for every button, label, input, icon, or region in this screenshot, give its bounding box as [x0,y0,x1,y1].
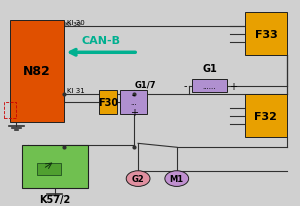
FancyBboxPatch shape [192,79,227,93]
Text: G2: G2 [132,174,145,183]
Text: G1/7: G1/7 [135,80,156,89]
FancyBboxPatch shape [120,91,147,114]
FancyBboxPatch shape [100,91,117,114]
Text: +: + [130,108,138,117]
Text: M1: M1 [170,174,184,183]
Text: -: - [184,81,188,91]
Text: K57/2: K57/2 [39,194,70,204]
Text: KI 30: KI 30 [65,22,81,27]
Text: KI 30: KI 30 [67,20,85,26]
Text: F32: F32 [254,111,278,121]
Text: N82: N82 [23,65,51,78]
Text: G1: G1 [202,63,217,74]
Text: F30: F30 [98,98,118,108]
FancyBboxPatch shape [37,163,61,175]
Circle shape [126,171,150,186]
Text: KI 31: KI 31 [67,88,85,94]
FancyBboxPatch shape [245,13,287,56]
Text: -: - [132,90,135,100]
Text: ......: ...... [203,83,216,89]
FancyBboxPatch shape [245,95,287,138]
Circle shape [165,171,189,186]
Text: F33: F33 [254,29,277,40]
Text: CAN-B: CAN-B [82,36,121,46]
Text: ...: ... [130,100,137,106]
Text: +: + [229,81,237,91]
FancyBboxPatch shape [10,21,64,122]
FancyBboxPatch shape [22,146,88,188]
